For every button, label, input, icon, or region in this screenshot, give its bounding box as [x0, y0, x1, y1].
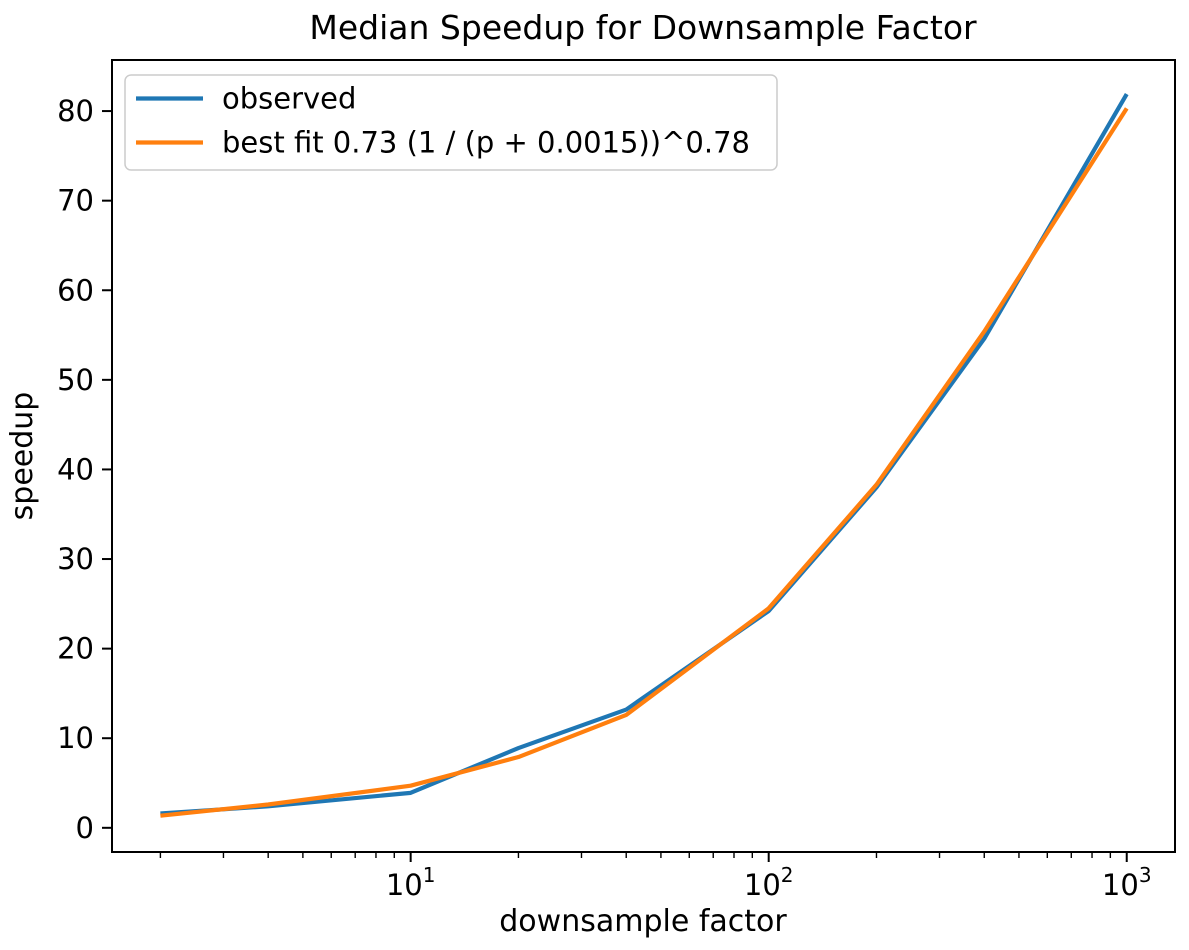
y-tick-label: 80: [57, 94, 94, 128]
legend-box: [124, 74, 778, 171]
x-axis-label: downsample factor: [499, 904, 787, 939]
y-tick-label: 0: [76, 811, 94, 845]
y-tick-label: 30: [57, 542, 94, 576]
chart-title: Median Speedup for Downsample Factor: [309, 8, 977, 47]
legend-entry-label: best fit 0.73 (1 / (p + 0.0015))^0.78: [222, 126, 750, 160]
axes-layer: 101 102 103 0 10 20 30 40 50 60 70 80: [57, 59, 1176, 902]
y-tick-label: 50: [57, 363, 94, 397]
y-tick-label: 60: [57, 273, 94, 307]
series-layer: [160, 92, 1129, 818]
legend-entry-label: observed: [222, 82, 356, 116]
y-tick-label: 40: [57, 452, 94, 486]
y-axis-label: speedup: [5, 392, 40, 521]
series-line-0: [160, 92, 1129, 816]
y-tick-label: 70: [57, 184, 94, 218]
legend: observed best fit 0.73 (1 / (p + 0.0015))…: [124, 74, 778, 171]
x-tick-label: 101: [386, 863, 436, 902]
y-tick-label: 10: [57, 721, 94, 755]
y-tick-label: 20: [57, 632, 94, 666]
series-line-1: [160, 107, 1129, 818]
x-tick-label: 102: [744, 863, 794, 902]
x-tick-label: 103: [1102, 863, 1152, 902]
plot-spines: [111, 59, 1176, 853]
